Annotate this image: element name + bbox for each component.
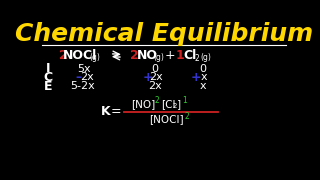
Text: I: I xyxy=(45,62,50,75)
Text: (g): (g) xyxy=(200,53,211,62)
Text: Cl: Cl xyxy=(183,49,196,62)
Text: 2x: 2x xyxy=(148,81,162,91)
Text: [Cl: [Cl xyxy=(161,99,175,109)
Text: +: + xyxy=(190,71,201,84)
Text: 2x: 2x xyxy=(80,72,94,82)
Text: 2x: 2x xyxy=(149,72,163,82)
Text: 5-2x: 5-2x xyxy=(70,81,95,91)
Text: [NOCl]: [NOCl] xyxy=(149,114,184,124)
Text: (g): (g) xyxy=(153,53,164,62)
Text: 0: 0 xyxy=(151,64,158,74)
Text: –: – xyxy=(75,71,81,84)
Text: 2: 2 xyxy=(185,112,190,121)
Text: (g): (g) xyxy=(90,53,100,62)
Text: C: C xyxy=(43,71,52,84)
Text: 2: 2 xyxy=(155,96,159,105)
Text: E: E xyxy=(44,80,52,93)
Text: 1: 1 xyxy=(176,49,185,62)
Text: 2: 2 xyxy=(130,49,139,62)
Text: +: + xyxy=(165,49,175,62)
Text: ]: ] xyxy=(177,99,181,109)
Text: K: K xyxy=(101,105,111,118)
Text: 5x: 5x xyxy=(77,64,91,74)
Text: 1: 1 xyxy=(182,96,187,105)
Text: =: = xyxy=(111,105,121,118)
Text: [NO]: [NO] xyxy=(131,99,155,109)
Text: Chemical Equilibrium: Chemical Equilibrium xyxy=(15,22,313,46)
Text: 2: 2 xyxy=(194,54,199,63)
Text: 2: 2 xyxy=(59,49,68,62)
Text: x: x xyxy=(199,81,206,91)
Text: 2: 2 xyxy=(173,103,177,109)
Text: x: x xyxy=(201,72,208,82)
Text: NO: NO xyxy=(136,49,157,62)
Text: +: + xyxy=(142,71,153,84)
Text: 0: 0 xyxy=(199,64,206,74)
Text: NOCl: NOCl xyxy=(63,49,97,62)
